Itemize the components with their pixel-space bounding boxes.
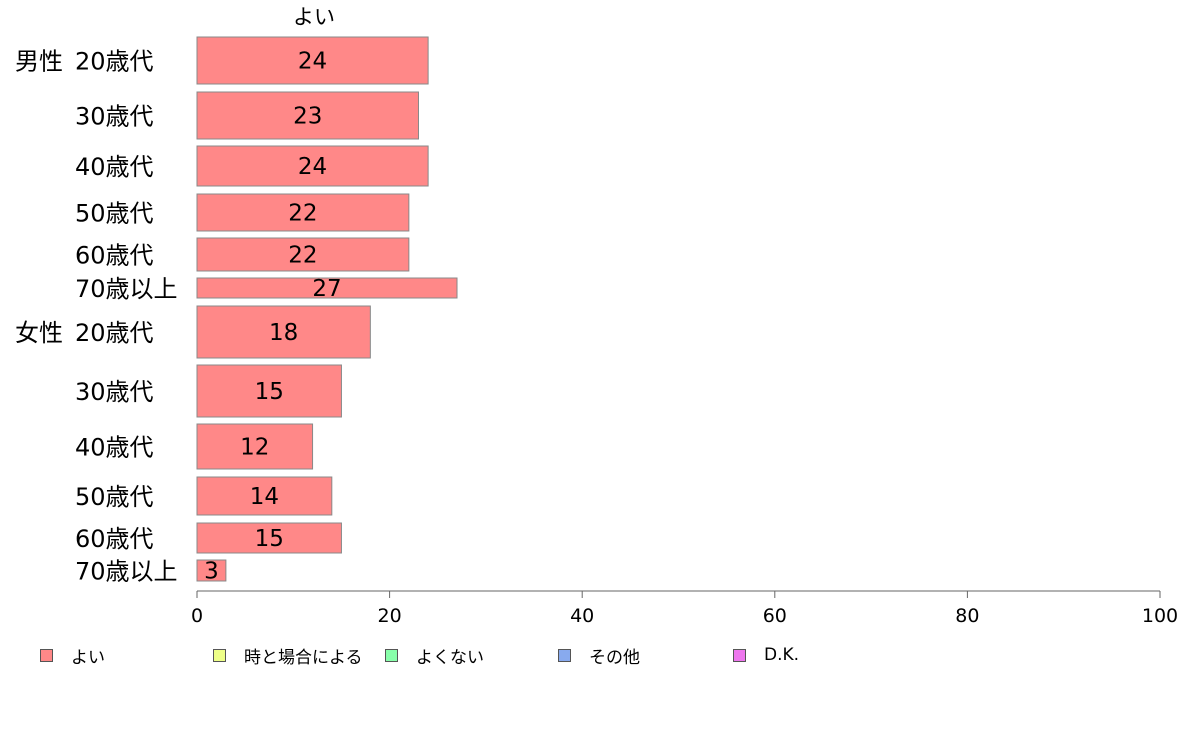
bar-value-label: 23 [293, 104, 322, 130]
bar-value-label: 24 [298, 49, 327, 75]
category-label: 70歳以上 [75, 558, 178, 586]
legend-label: D.K. [764, 645, 800, 665]
legend-swatch [213, 648, 226, 662]
bar-value-label: 12 [240, 435, 269, 461]
x-tick-label: 0 [191, 605, 203, 627]
bar-value-label: 27 [312, 276, 341, 302]
bar-value-label: 24 [298, 154, 327, 180]
legend-swatch [733, 648, 746, 662]
legend-label: 時と場合による [244, 647, 363, 668]
category-label: 60歳代 [75, 525, 154, 553]
bar-value-label: 15 [255, 526, 284, 552]
series-title: よい [293, 5, 335, 29]
category-label: 30歳代 [75, 103, 154, 131]
legend-label: その他 [589, 647, 640, 668]
legend-item: その他 [558, 643, 640, 668]
bar [196, 305, 371, 359]
bar [196, 522, 342, 554]
legend-swatch [385, 648, 398, 662]
x-tick-label: 60 [763, 605, 787, 627]
x-tick-label: 100 [1142, 605, 1178, 627]
bar [196, 193, 410, 232]
group-label: 女性 [15, 319, 63, 347]
bar [196, 36, 429, 85]
bar [196, 145, 429, 187]
x-tick-label: 80 [955, 605, 979, 627]
legend-item: よくない [385, 643, 484, 668]
bar [196, 423, 314, 470]
category-label: 60歳代 [75, 242, 154, 270]
bar [196, 277, 458, 299]
legend-item: D.K. [733, 643, 799, 667]
category-label: 50歳代 [75, 483, 154, 511]
legend-label: よい [71, 647, 105, 668]
bar-value-label: 3 [204, 559, 219, 585]
legend: よい 時と場合による よくない その他 D.K. [40, 643, 940, 668]
bar [196, 91, 419, 140]
category-label: 20歳代 [75, 319, 154, 347]
x-axis: 0 20 40 60 80 100 [191, 590, 1178, 627]
legend-item: よい [40, 643, 105, 668]
bar-value-label: 22 [288, 201, 317, 227]
legend-swatch [558, 648, 571, 662]
category-label: 50歳代 [75, 200, 154, 228]
bar [196, 559, 227, 582]
legend-item: 時と場合による [213, 643, 363, 668]
bars-layer: 24 23 24 22 22 27 18 15 12 14 15 3 [196, 36, 458, 585]
category-label: 70歳以上 [75, 275, 178, 303]
category-label: 20歳代 [75, 48, 154, 76]
x-tick-label: 20 [378, 605, 402, 627]
bar [196, 476, 333, 516]
category-label: 40歳代 [75, 434, 154, 462]
bar-value-label: 22 [288, 243, 317, 269]
legend-swatch [40, 648, 53, 662]
bar-value-label: 18 [269, 320, 298, 346]
category-label: 30歳代 [75, 378, 154, 406]
bar [196, 364, 342, 418]
legend-label: よくない [416, 647, 484, 668]
category-label: 40歳代 [75, 153, 154, 181]
x-tick-label: 40 [570, 605, 594, 627]
bar [196, 237, 410, 272]
bar-value-label: 14 [250, 484, 279, 510]
bar-value-label: 15 [255, 379, 284, 405]
group-label: 男性 [15, 48, 63, 76]
